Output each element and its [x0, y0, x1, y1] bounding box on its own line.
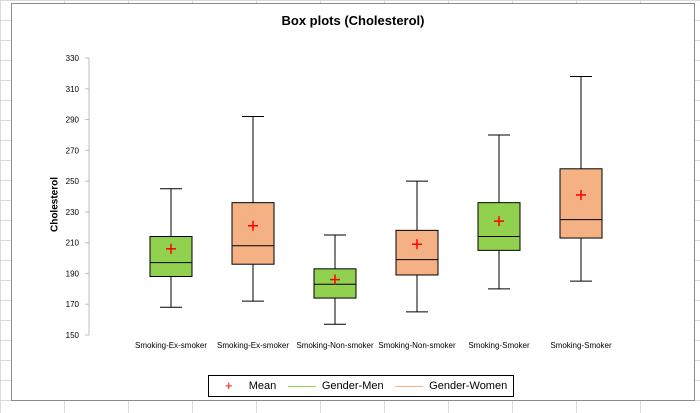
- x-category-label: Smoking-Ex-smoker: [217, 341, 289, 350]
- legend-item-women: Gender-Women: [395, 380, 507, 392]
- y-tick-label: 330: [66, 54, 80, 63]
- y-tick-label: 310: [66, 85, 80, 94]
- chart-title: Box plots (Cholesterol): [281, 13, 425, 28]
- box-iqr: [395, 229, 439, 276]
- x-category-label: Smoking-Non-smoker: [296, 341, 374, 350]
- line-swatch-icon: [287, 385, 316, 387]
- legend-label-mean: Mean: [248, 380, 277, 392]
- y-tick-label: 170: [66, 300, 80, 309]
- y-tick-label: 230: [66, 208, 80, 217]
- box-plot: 150 170 190 210 230 250 270 290 310 330 Smoking-Ex…: [66, 54, 612, 350]
- x-category-label: Smoking-Smoker: [468, 341, 530, 350]
- legend-item-mean: + Mean: [215, 378, 277, 393]
- chart-area[interactable]: Box plots (Cholesterol) Cholesterol 150 1…: [11, 3, 695, 401]
- y-tick-label: 250: [66, 177, 80, 186]
- line-swatch-icon: [395, 385, 424, 387]
- legend-label-men: Gender-Men: [321, 380, 384, 392]
- x-category-label: Smoking-Ex-smoker: [135, 341, 207, 350]
- y-tick-label: 270: [66, 146, 80, 155]
- legend-item-men: Gender-Men: [287, 380, 384, 392]
- box-iqr: [149, 236, 193, 278]
- x-category-label: Smoking-Smoker: [550, 341, 612, 350]
- legend-label-women: Gender-Women: [429, 380, 508, 392]
- box-iqr: [231, 202, 275, 265]
- x-category-label: Smoking-Non-smoker: [378, 341, 456, 350]
- y-tick-label: 290: [66, 116, 80, 125]
- plus-marker-icon: +: [224, 378, 233, 393]
- y-tick-label: 150: [66, 331, 80, 340]
- box-iqr: [559, 168, 603, 239]
- y-tick-label: 190: [66, 269, 80, 278]
- box-iqr: [477, 202, 521, 251]
- legend[interactable]: + Mean Gender-Men Gender-Women: [208, 375, 514, 397]
- y-tick-label: 210: [66, 239, 80, 248]
